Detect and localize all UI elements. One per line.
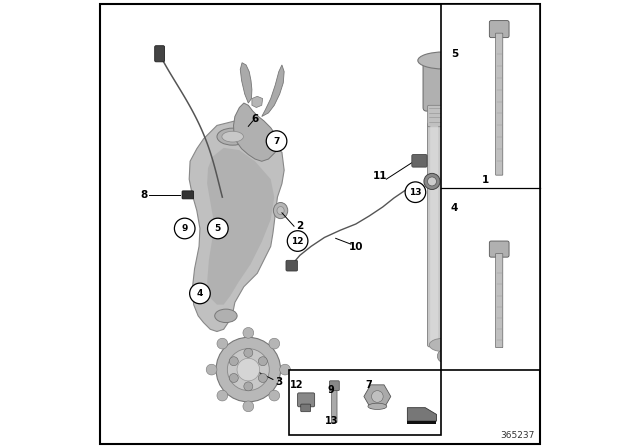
Ellipse shape — [215, 309, 237, 323]
Circle shape — [217, 390, 228, 401]
Text: 7: 7 — [365, 380, 372, 390]
Circle shape — [216, 337, 280, 402]
Text: 10: 10 — [349, 242, 363, 252]
Circle shape — [269, 338, 280, 349]
FancyBboxPatch shape — [423, 59, 464, 111]
FancyBboxPatch shape — [301, 404, 310, 412]
FancyBboxPatch shape — [430, 126, 438, 344]
Circle shape — [244, 349, 253, 358]
Circle shape — [424, 173, 440, 190]
Circle shape — [207, 218, 228, 239]
Circle shape — [259, 374, 268, 383]
FancyBboxPatch shape — [155, 46, 164, 62]
Text: 6: 6 — [252, 114, 259, 124]
Circle shape — [243, 401, 253, 412]
Text: 365237: 365237 — [500, 431, 535, 440]
Bar — [440, 13, 446, 58]
Polygon shape — [252, 96, 262, 108]
Text: 1: 1 — [482, 175, 490, 185]
Text: 12: 12 — [291, 237, 304, 246]
FancyBboxPatch shape — [490, 241, 509, 257]
Polygon shape — [207, 148, 275, 305]
Circle shape — [243, 327, 253, 338]
Circle shape — [244, 382, 253, 391]
Circle shape — [405, 182, 426, 202]
Text: 3: 3 — [275, 377, 282, 387]
Circle shape — [280, 364, 291, 375]
Circle shape — [259, 357, 268, 366]
Text: 4: 4 — [451, 203, 458, 213]
Ellipse shape — [418, 52, 470, 69]
Text: 9: 9 — [328, 385, 335, 395]
Text: 2: 2 — [296, 221, 303, 231]
Circle shape — [217, 338, 228, 349]
Ellipse shape — [277, 207, 284, 215]
Text: 5: 5 — [451, 49, 458, 59]
Text: 11: 11 — [373, 171, 388, 181]
Circle shape — [189, 283, 211, 304]
Circle shape — [371, 391, 383, 402]
Bar — [407, 421, 436, 424]
FancyBboxPatch shape — [428, 123, 460, 347]
Polygon shape — [407, 408, 436, 421]
Ellipse shape — [368, 403, 387, 409]
FancyBboxPatch shape — [428, 105, 460, 127]
FancyBboxPatch shape — [286, 260, 298, 271]
Text: 9: 9 — [182, 224, 188, 233]
Circle shape — [229, 357, 238, 366]
Circle shape — [206, 364, 217, 375]
Circle shape — [227, 349, 269, 391]
Circle shape — [266, 131, 287, 151]
Text: 13: 13 — [324, 416, 338, 426]
Polygon shape — [240, 63, 252, 103]
FancyBboxPatch shape — [298, 393, 315, 407]
Ellipse shape — [217, 128, 248, 145]
Text: 8: 8 — [141, 190, 148, 200]
Bar — [441, 4, 540, 370]
Text: 13: 13 — [409, 188, 422, 197]
Polygon shape — [234, 103, 278, 161]
FancyBboxPatch shape — [332, 383, 337, 422]
Ellipse shape — [429, 338, 458, 352]
FancyBboxPatch shape — [495, 33, 503, 175]
Circle shape — [237, 358, 260, 381]
Circle shape — [269, 390, 280, 401]
Text: 5: 5 — [215, 224, 221, 233]
Ellipse shape — [273, 202, 288, 219]
Polygon shape — [262, 65, 284, 116]
FancyBboxPatch shape — [182, 191, 194, 199]
Ellipse shape — [222, 131, 243, 142]
Circle shape — [287, 231, 308, 251]
Circle shape — [229, 374, 238, 383]
Text: 4: 4 — [196, 289, 203, 298]
Polygon shape — [189, 121, 284, 332]
Circle shape — [428, 177, 436, 186]
Bar — [289, 370, 441, 435]
Circle shape — [437, 350, 450, 362]
FancyBboxPatch shape — [412, 155, 427, 167]
Circle shape — [174, 218, 195, 239]
FancyBboxPatch shape — [495, 254, 503, 348]
FancyBboxPatch shape — [490, 21, 509, 38]
Text: 12: 12 — [290, 380, 303, 390]
Text: 7: 7 — [273, 137, 280, 146]
FancyBboxPatch shape — [330, 381, 339, 391]
